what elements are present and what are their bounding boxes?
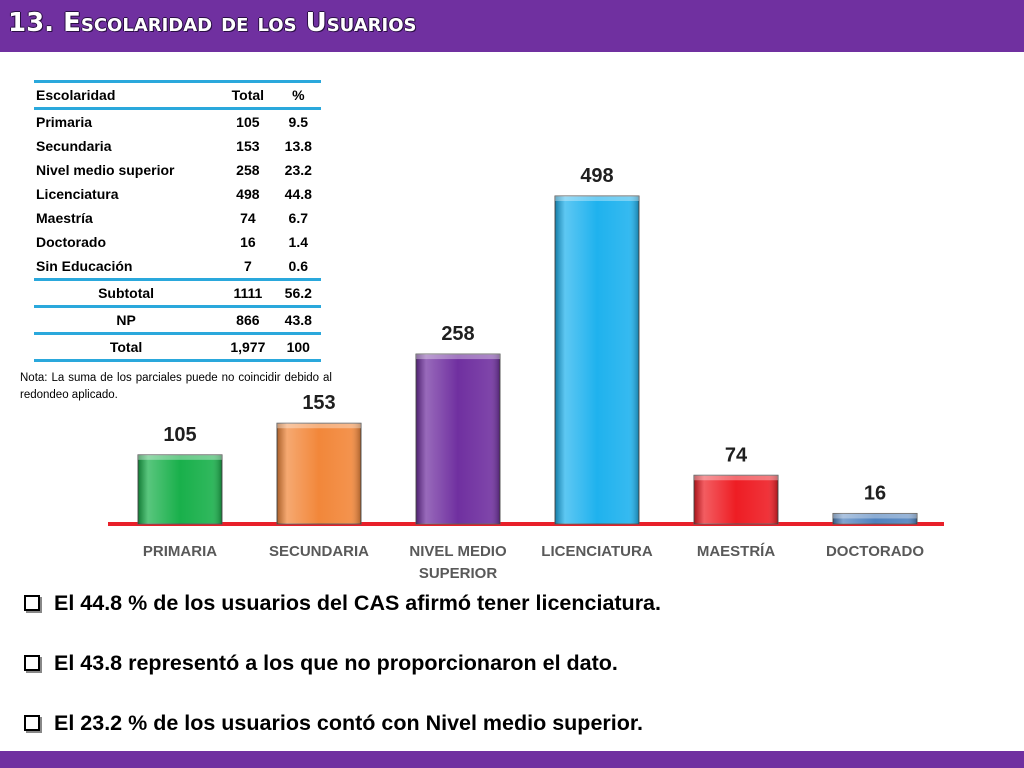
table-cell: 866	[236, 312, 260, 328]
bullet-text: El 44.8 % de los usuarios del CAS afirmó…	[54, 590, 661, 615]
total-row: Total 1,977 100	[34, 333, 321, 361]
table-cell: 498	[236, 186, 260, 202]
table-cell: Maestría	[36, 210, 93, 226]
table-cell: 23.2	[284, 162, 312, 178]
schooling-table: Escolaridad Total % Primaria 105 9.5 Secun…	[34, 80, 321, 362]
table-cell: 74	[240, 210, 256, 226]
table-cell: 1.4	[288, 234, 309, 250]
table-header: %	[292, 87, 305, 103]
subtotal-row: Subtotal 1111 56.2	[34, 279, 321, 307]
data-label: 153	[302, 392, 335, 414]
bar-top-bevel-3	[555, 196, 639, 201]
table-cell: 16	[240, 234, 256, 250]
header-bar	[0, 0, 1024, 52]
table-cell: 100	[286, 339, 310, 355]
table-cell: Secundaria	[36, 138, 112, 154]
bullet-item: El 43.8 representó a los que no proporci…	[24, 646, 661, 680]
bar-sheen-2	[416, 354, 500, 524]
table-row: Licenciatura 498 44.8	[34, 182, 321, 206]
table-cell: 153	[236, 138, 260, 154]
data-label: 498	[580, 165, 613, 187]
x-tick-label: LICENCIATURA	[541, 543, 653, 560]
page-title: 13. Escolaridad de los Usuarios	[8, 8, 417, 38]
bar-chart: 105 PRIMARIA 153 SECUNDARIA 258 NIVEL MEDIO SU…	[108, 165, 944, 582]
table-cell: 43.8	[284, 312, 312, 328]
table-row: Doctorado 16 1.4	[34, 230, 321, 254]
bar-top-bevel-1	[277, 423, 361, 429]
table-header-row: Escolaridad Total %	[34, 81, 321, 109]
bullet-text: El 43.8 representó a los que no proporci…	[54, 650, 618, 675]
table-cell: 56.2	[284, 285, 312, 301]
table-cell: Subtotal	[98, 285, 155, 301]
bar-sheen-4	[694, 475, 778, 524]
bar-top-bevel-4	[694, 475, 778, 481]
table-cell: Nivel medio superior	[36, 162, 175, 178]
bullet-item: El 23.2 % de los usuarios contó con Nive…	[24, 706, 661, 740]
table-cell: 1111	[233, 285, 263, 301]
rounding-note: Nota: La suma de los parciales puede no …	[20, 372, 332, 401]
bar-top-bevel-0	[138, 454, 222, 460]
np-row: NP 866 43.8	[34, 306, 321, 334]
table-cell: 9.5	[288, 114, 309, 130]
table-row: Sin Educación 7 0.6	[34, 254, 321, 280]
bullet-list: El 44.8 % de los usuarios del CAS afirmó…	[24, 586, 661, 766]
bar-sheen-3	[555, 196, 639, 524]
bar-sheen-5	[833, 513, 917, 524]
data-label: 258	[441, 323, 474, 345]
table-cell: 258	[236, 162, 260, 178]
checkbox-bullet-icon	[24, 595, 40, 611]
table-cell: Total	[109, 339, 143, 355]
table-header: Escolaridad	[36, 87, 116, 103]
table-cell: 1,977	[230, 339, 266, 355]
table-cell: 6.7	[288, 210, 309, 226]
table-header: Total	[231, 87, 265, 103]
table-cell: 7	[243, 258, 252, 274]
bar-sheen-1	[277, 423, 361, 524]
footer-bar	[0, 751, 1024, 768]
table-cell: Doctorado	[36, 234, 106, 250]
data-label: 16	[864, 482, 886, 504]
bar-sheen-0	[138, 454, 222, 524]
table-row: Secundaria 153 13.8	[34, 134, 321, 158]
checkbox-bullet-icon	[24, 655, 40, 671]
data-label: 74	[725, 444, 748, 466]
x-tick-label: DOCTORADO	[826, 543, 924, 560]
x-tick-label: NIVEL MEDIO	[409, 543, 507, 560]
x-tick-label: SUPERIOR	[419, 565, 498, 582]
checkbox-bullet-icon	[24, 715, 40, 731]
bar-top-bevel-2	[416, 354, 500, 360]
table-cell: 105	[236, 114, 260, 130]
bullet-item: El 44.8 % de los usuarios del CAS afirmó…	[24, 586, 661, 620]
data-label: 105	[163, 424, 196, 446]
bar-top-bevel-5	[833, 513, 917, 519]
table-cell: Licenciatura	[36, 186, 119, 202]
bullet-text: El 23.2 % de los usuarios contó con Nive…	[54, 710, 644, 735]
table-row: Nivel medio superior 258 23.2	[34, 158, 321, 182]
table-row: Primaria 105 9.5	[34, 109, 321, 135]
x-tick-label: MAESTRÍA	[697, 543, 776, 560]
x-tick-label: SECUNDARIA	[269, 543, 369, 560]
table-cell: Primaria	[36, 114, 93, 130]
x-tick-label: PRIMARIA	[143, 543, 217, 560]
table-row: Maestría 74 6.7	[34, 206, 321, 230]
table-cell: Sin Educación	[36, 258, 133, 274]
table-cell: 13.8	[284, 138, 312, 154]
table-cell: 44.8	[284, 186, 312, 202]
table-cell: 0.6	[288, 258, 309, 274]
table-cell: NP	[116, 312, 136, 328]
